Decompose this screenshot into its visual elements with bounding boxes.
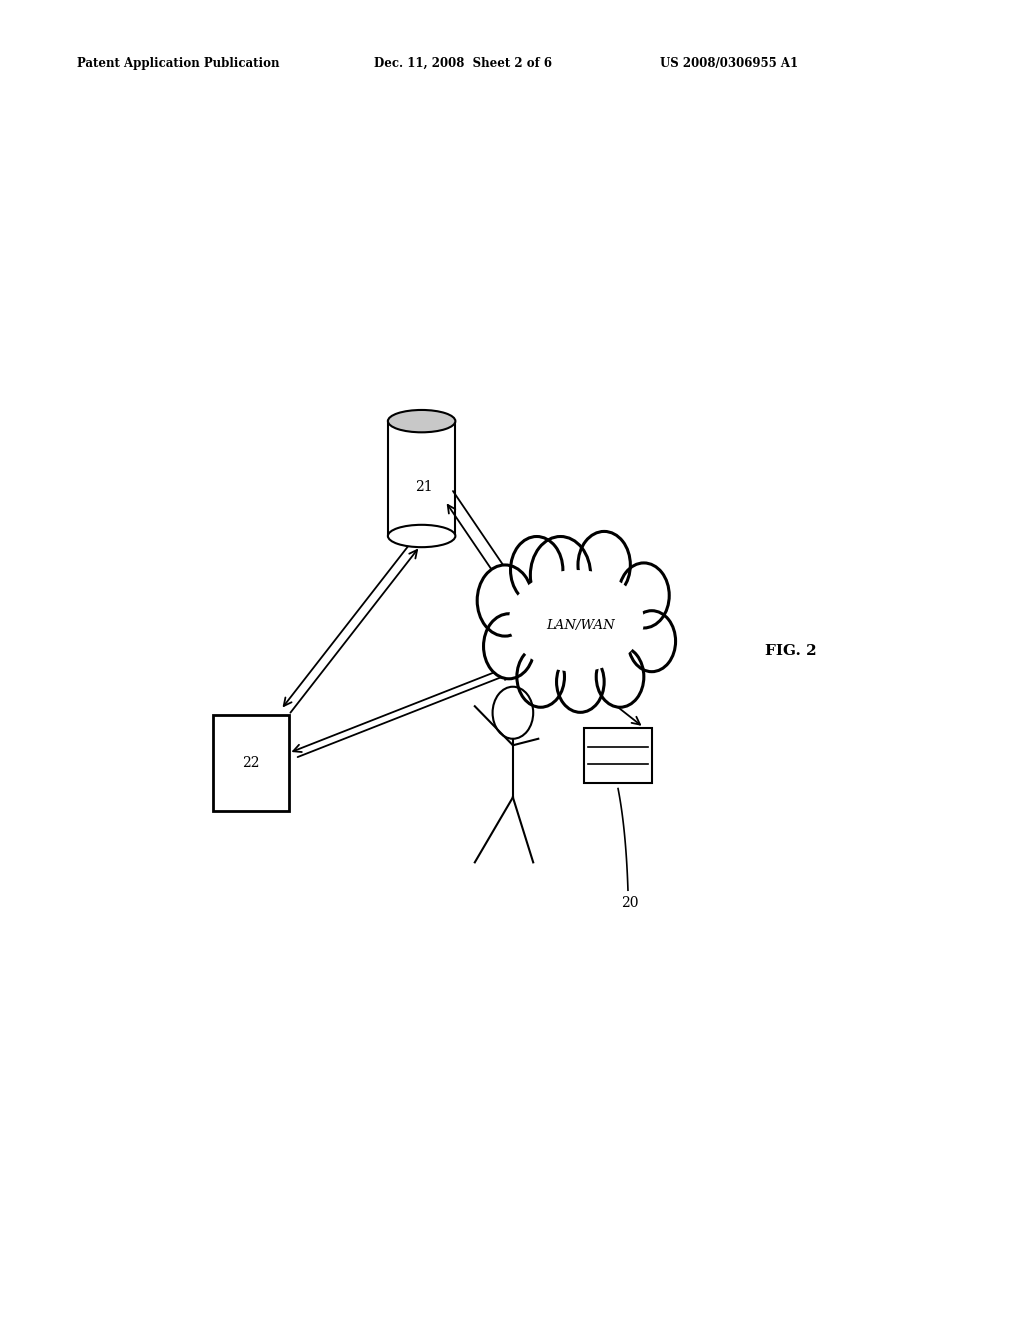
Circle shape — [557, 651, 604, 713]
Text: 20: 20 — [621, 896, 638, 911]
Circle shape — [530, 536, 591, 614]
Circle shape — [596, 647, 644, 708]
Circle shape — [511, 536, 563, 603]
Circle shape — [477, 565, 532, 636]
Ellipse shape — [509, 570, 644, 672]
Text: US 2008/0306955 A1: US 2008/0306955 A1 — [660, 57, 799, 70]
Circle shape — [517, 647, 564, 708]
Circle shape — [578, 532, 631, 598]
Bar — [585, 727, 651, 784]
Polygon shape — [388, 421, 456, 536]
Text: 21: 21 — [415, 479, 433, 494]
Circle shape — [618, 562, 670, 628]
Circle shape — [483, 614, 535, 678]
Circle shape — [493, 686, 534, 739]
Bar — [213, 715, 289, 812]
Text: Dec. 11, 2008  Sheet 2 of 6: Dec. 11, 2008 Sheet 2 of 6 — [374, 57, 552, 70]
Ellipse shape — [388, 525, 456, 548]
Text: Patent Application Publication: Patent Application Publication — [77, 57, 280, 70]
Text: LAN/WAN: LAN/WAN — [546, 619, 614, 632]
Ellipse shape — [388, 411, 456, 433]
Text: 22: 22 — [243, 756, 260, 770]
Text: FIG. 2: FIG. 2 — [765, 644, 816, 659]
Circle shape — [628, 611, 676, 672]
